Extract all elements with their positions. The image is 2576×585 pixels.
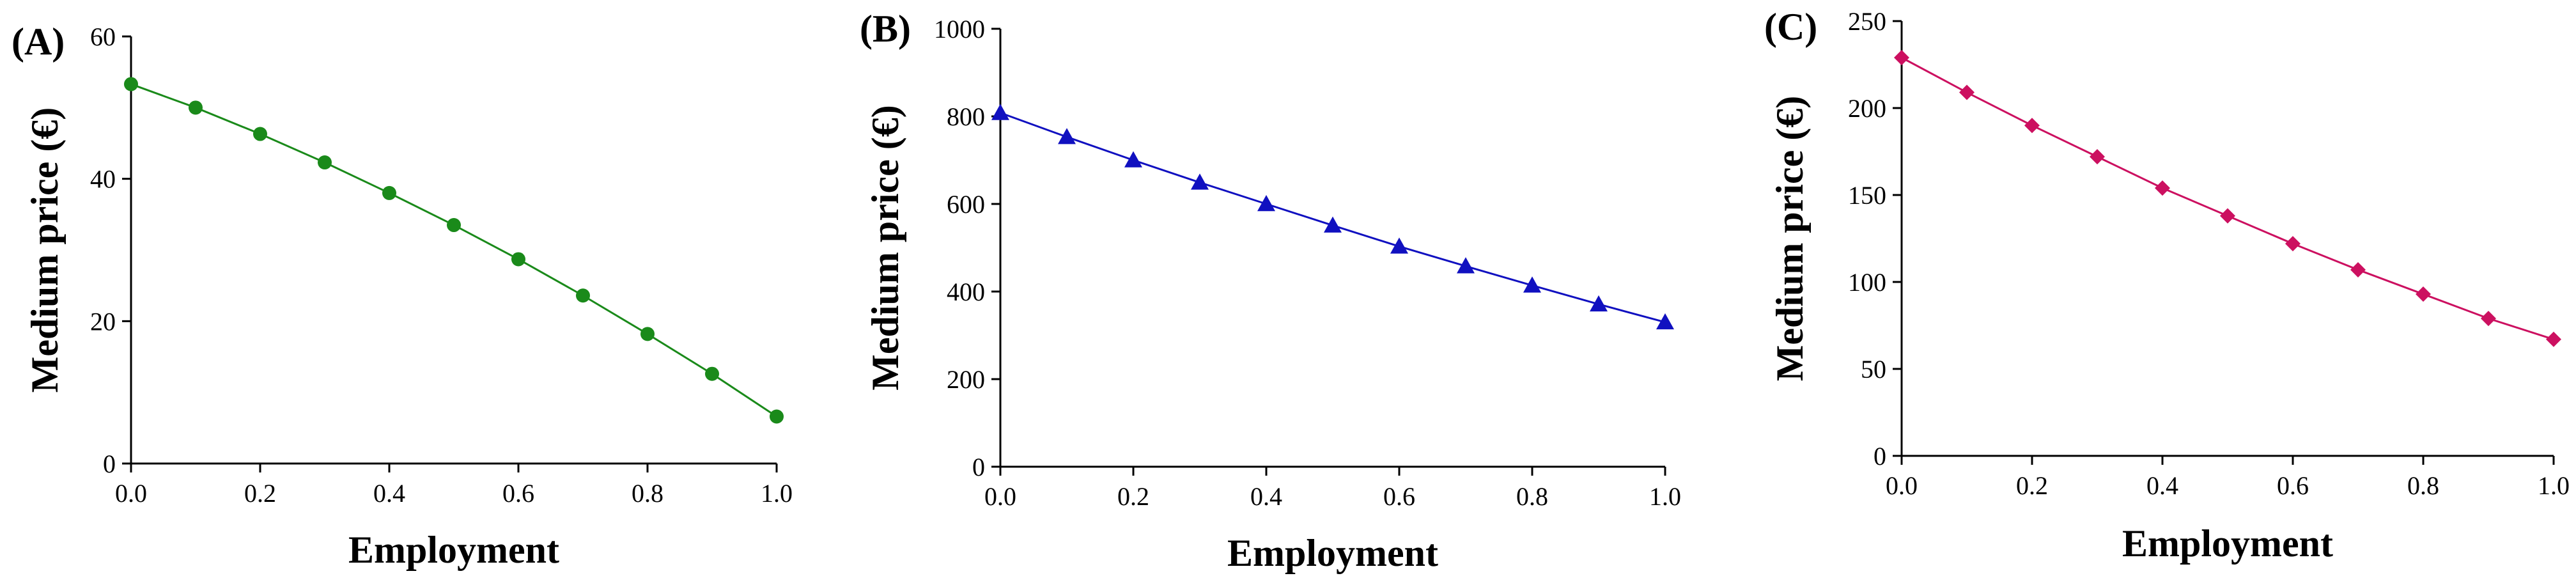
data-point	[447, 218, 461, 233]
chart-panel-1: (B) 0 200 400 600 800 1000 0.0 0.2 0.4 0.6 0.8 1.0 Em…	[860, 8, 1681, 574]
data-point	[1959, 84, 1975, 100]
x-axis-title: Employment	[348, 529, 559, 571]
data-point	[2546, 331, 2561, 347]
chart-panel-2: (C) 0 50 100 150 200 250 0.0 0.2 0.4 0.6 0.8 1.0 Empl…	[1764, 6, 2570, 565]
data-point	[124, 77, 138, 91]
x-tick-label: 1.0	[2538, 471, 2570, 500]
data-point	[1191, 173, 1209, 190]
x-tick-label: 1.0	[761, 479, 793, 508]
data-point	[1390, 237, 1408, 254]
y-tick-label: 50	[1861, 355, 1886, 384]
data-point	[2416, 286, 2431, 302]
y-tick-label: 0	[972, 453, 985, 481]
series-line	[130, 83, 777, 417]
data-point	[382, 185, 396, 200]
y-tick-label: 400	[947, 277, 985, 306]
y-axis-title: Medium price (€)	[864, 105, 906, 391]
chart-panel-0: (A) 0 20 40 60 0.0 0.2 0.4 0.6 0.8 1.0 Employment Me…	[12, 20, 793, 571]
x-tick-label: 0.2	[2016, 471, 2048, 500]
x-tick-label: 0.4	[373, 479, 405, 508]
y-tick-label: 200	[947, 365, 985, 394]
panel-label: (A)	[12, 20, 65, 63]
x-axis-title: Employment	[1227, 532, 1438, 574]
data-point	[576, 288, 590, 303]
y-tick-label: 0	[103, 449, 116, 478]
data-point	[1457, 257, 1475, 274]
x-tick-label: 0.0	[1886, 471, 1918, 500]
data-point	[1324, 216, 1342, 233]
data-point	[1058, 128, 1076, 144]
y-tick-label: 800	[947, 102, 985, 131]
y-tick-label: 200	[1848, 94, 1886, 123]
y-tick-label: 1000	[934, 15, 985, 43]
data-point	[1894, 50, 1909, 66]
data-point	[991, 104, 1009, 120]
x-tick-label: 0.8	[632, 479, 663, 508]
y-axis-title: Medium price (€)	[24, 107, 66, 393]
data-point	[1656, 313, 1674, 330]
data-point	[1257, 195, 1275, 212]
data-point	[318, 155, 332, 170]
data-point	[2220, 208, 2235, 224]
data-point	[1590, 295, 1608, 312]
y-tick-label: 0	[1874, 442, 1886, 471]
x-tick-label: 0.6	[502, 479, 534, 508]
x-tick-label: 0.0	[115, 479, 147, 508]
data-point	[640, 327, 655, 341]
y-tick-label: 40	[90, 165, 116, 194]
data-point	[705, 366, 719, 381]
y-tick-label: 60	[90, 22, 116, 51]
panel-label: (B)	[860, 8, 911, 50]
x-tick-label: 1.0	[1649, 482, 1681, 511]
x-tick-label: 0.2	[244, 479, 276, 508]
x-tick-label: 0.4	[1250, 482, 1282, 511]
data-point	[2024, 118, 2040, 134]
data-point	[1523, 276, 1541, 293]
x-tick-label: 0.2	[1117, 482, 1149, 511]
data-point	[770, 409, 784, 424]
data-point	[1124, 151, 1142, 168]
data-point	[2155, 180, 2170, 196]
y-tick-label: 150	[1848, 181, 1886, 210]
x-axis-title: Employment	[2122, 522, 2333, 565]
data-point	[253, 127, 267, 141]
y-tick-label: 20	[90, 307, 116, 336]
y-tick-label: 250	[1848, 7, 1886, 36]
x-tick-label: 0.0	[984, 482, 1016, 511]
panel-label: (C)	[1764, 6, 1817, 48]
data-point	[2350, 261, 2366, 277]
x-tick-label: 0.4	[2146, 471, 2178, 500]
y-axis-title: Medium price (€)	[1769, 96, 1811, 382]
data-point	[189, 100, 203, 115]
y-tick-label: 100	[1848, 268, 1886, 297]
data-point	[2090, 149, 2105, 165]
series-line	[1901, 56, 2554, 341]
y-tick-label: 600	[947, 190, 985, 219]
x-tick-label: 0.6	[1383, 482, 1415, 511]
x-tick-label: 0.8	[2407, 471, 2439, 500]
x-tick-label: 0.8	[1516, 482, 1548, 511]
x-tick-label: 0.6	[2277, 471, 2309, 500]
data-point	[2481, 311, 2496, 327]
data-point	[2285, 236, 2301, 252]
data-point	[511, 252, 525, 267]
